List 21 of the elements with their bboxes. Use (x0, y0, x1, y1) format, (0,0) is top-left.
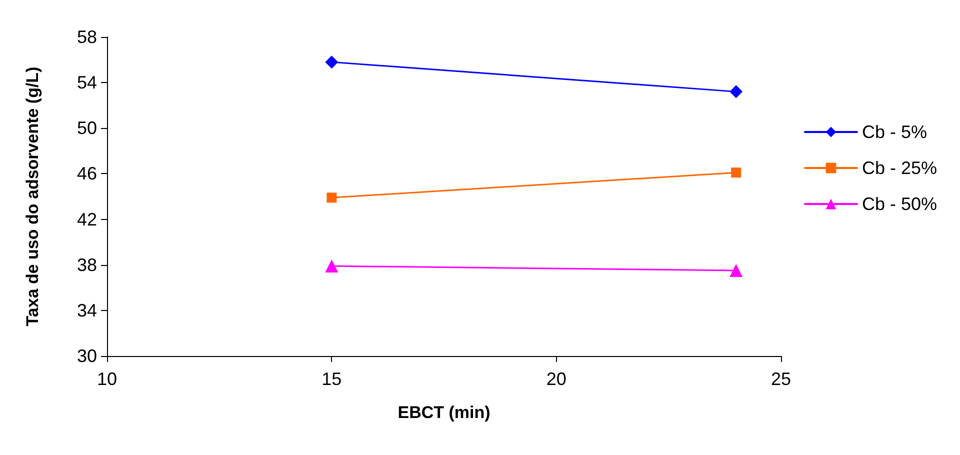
y-tick-label: 50 (76, 118, 97, 138)
point (730, 85, 743, 98)
x-tick-label: 20 (546, 369, 566, 389)
x-axis-title: EBCT (min) (398, 403, 490, 422)
x-tick-label: 15 (322, 369, 342, 389)
legend-label: Cb - 25% (862, 158, 938, 178)
point (326, 192, 337, 203)
y-tick-label: 58 (76, 27, 97, 47)
point (731, 168, 742, 178)
y-tick-label: 46 (76, 164, 97, 184)
legend-label: Cb - 5% (862, 122, 927, 142)
x-tick-label: 25 (770, 369, 792, 389)
y-axis-title: Taxa de uso do adsorvente (g/L) (23, 66, 42, 326)
y-tick-label: 42 (76, 209, 97, 230)
point (325, 56, 338, 69)
y-tick-label: 38 (76, 254, 97, 275)
y-tick-label: 34 (76, 300, 97, 320)
y-tick-label: 54 (76, 72, 97, 93)
y-tick-label: 30 (76, 346, 97, 366)
legend-label: Cb - 50% (862, 194, 938, 214)
x-tick-label: 10 (96, 369, 118, 389)
